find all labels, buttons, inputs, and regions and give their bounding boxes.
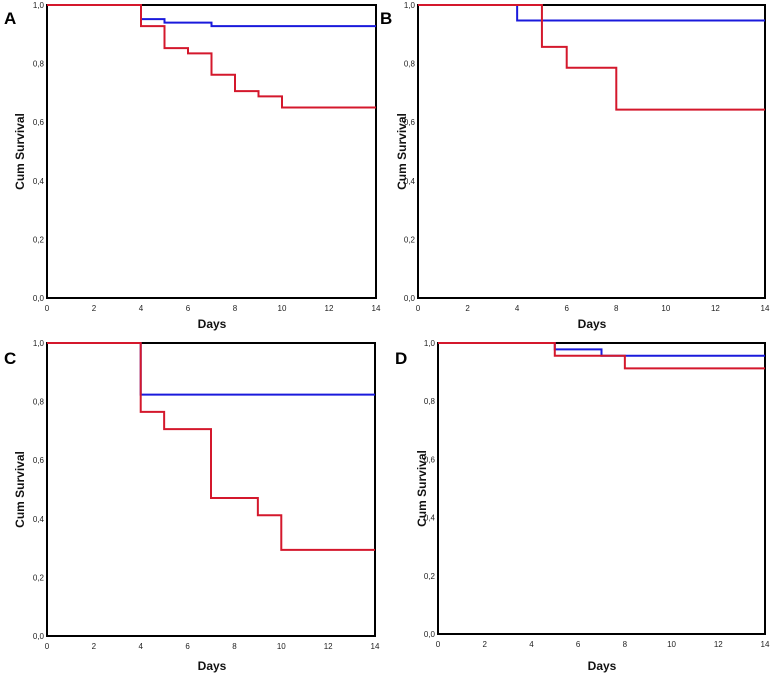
x-tick-label: 6: [576, 640, 581, 649]
y-axis-label: Cum Survival: [415, 450, 429, 527]
x-tick-label: 4: [138, 642, 143, 651]
y-tick-label: 0,8: [404, 60, 416, 69]
plot-frame: [437, 342, 766, 635]
y-tick-label: 0,6: [424, 455, 436, 464]
y-axis-label: Cum Survival: [13, 113, 27, 190]
y-axis-label: Cum Survival: [13, 451, 27, 528]
x-tick-label: 12: [324, 642, 333, 651]
x-tick-label: 2: [465, 304, 470, 313]
y-tick-label: 0,8: [33, 398, 45, 407]
x-tick-label: 0: [45, 642, 50, 651]
y-tick-label: 0,0: [33, 294, 45, 303]
y-tick-label: 0,2: [424, 572, 436, 581]
survival-curve-red: [47, 4, 376, 109]
y-tick-label: 0,6: [33, 118, 45, 127]
x-tick-label: 0: [416, 304, 421, 313]
x-tick-label: 0: [436, 640, 441, 649]
x-tick-label: 12: [325, 304, 334, 313]
x-tick-label: 14: [372, 304, 381, 313]
y-tick-label: 0,4: [33, 177, 45, 186]
y-tick-label: 0,0: [33, 632, 45, 641]
panel-c: 0 2 4 6 8 10 12 14 0,0 0,2 0,4 0,6 0,8 1,0 Days Cum Sur…: [4, 339, 380, 673]
y-tick-label: 0,8: [424, 397, 436, 406]
x-tick-label: 4: [139, 304, 144, 313]
y-axis-label: Cum Survival: [395, 113, 409, 190]
panel-letter: C: [4, 349, 16, 368]
x-tick-label: 12: [714, 640, 723, 649]
x-tick-label: 10: [661, 304, 670, 313]
y-tick-label: 0,4: [424, 514, 436, 523]
survival-curve-red: [418, 4, 765, 111]
x-tick-label: 14: [761, 304, 770, 313]
x-tick-label: 4: [529, 640, 534, 649]
x-tick-label: 6: [185, 642, 190, 651]
x-tick-label: 14: [761, 640, 770, 649]
x-tick-label: 8: [232, 642, 237, 651]
y-tick-label: 0,6: [404, 118, 416, 127]
x-axis-label: Days: [198, 659, 227, 673]
x-tick-label: 10: [667, 640, 676, 649]
y-tick-label: 0,4: [404, 177, 416, 186]
y-tick-label: 0,4: [33, 515, 45, 524]
x-tick-label: 4: [515, 304, 520, 313]
panel-letter: B: [380, 9, 392, 28]
y-tick-label: 0,8: [33, 60, 45, 69]
x-tick-label: 0: [45, 304, 50, 313]
x-tick-label: 6: [186, 304, 191, 313]
y-tick-label: 1,0: [33, 339, 45, 348]
x-tick-label: 6: [564, 304, 569, 313]
y-tick-label: 0,2: [33, 235, 45, 244]
x-axis-label: Days: [588, 659, 617, 673]
y-tick-label: 1,0: [33, 1, 45, 10]
panel-a: 0 2 4 6 8 10 12 14 0,0 0,2 0,4 0,6 0,8 1,0 Days Cum Sur…: [4, 1, 381, 331]
survival-curve-red: [47, 342, 375, 551]
x-tick-label: 8: [623, 640, 628, 649]
x-tick-label: 14: [371, 642, 380, 651]
x-axis-label: Days: [578, 317, 607, 331]
y-tick-label: 1,0: [404, 1, 416, 10]
survival-curve-red: [438, 342, 765, 370]
panel-d: 0 2 4 6 8 10 12 14 0,0 0,2 0,4 0,6 0,8 1,0 Days Cum Sur…: [395, 339, 770, 673]
x-axis-label: Days: [198, 317, 227, 331]
x-tick-label: 8: [233, 304, 238, 313]
panel-letter: D: [395, 349, 407, 368]
y-tick-label: 0,0: [424, 630, 436, 639]
y-tick-label: 0,2: [33, 573, 45, 582]
y-tick-label: 1,0: [424, 339, 436, 348]
x-tick-label: 12: [711, 304, 720, 313]
y-tick-label: 0,0: [404, 294, 416, 303]
plot-frame: [46, 4, 377, 299]
plot-frame: [417, 4, 766, 299]
x-tick-label: 2: [92, 304, 97, 313]
x-tick-label: 8: [614, 304, 619, 313]
panel-letter: A: [4, 9, 16, 28]
y-tick-label: 0,6: [33, 456, 45, 465]
x-tick-label: 10: [277, 642, 286, 651]
y-tick-label: 0,2: [404, 235, 416, 244]
panel-b: 0 2 4 6 8 10 12 14 0,0 0,2 0,4 0,6 0,8 1,0 Days Cum Sur…: [380, 1, 770, 331]
x-tick-label: 2: [482, 640, 487, 649]
x-tick-label: 2: [92, 642, 97, 651]
x-tick-label: 10: [278, 304, 287, 313]
